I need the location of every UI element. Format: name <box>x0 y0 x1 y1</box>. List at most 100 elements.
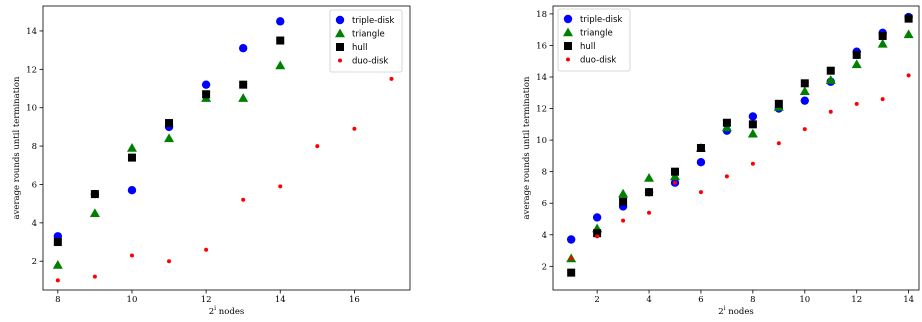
data-point-triangle <box>618 188 629 198</box>
x-tick-label: 12 <box>851 295 862 305</box>
data-point-duo-disk <box>569 256 574 261</box>
data-point-duo-disk <box>241 197 246 202</box>
data-point-triple-disk <box>127 186 137 195</box>
data-point-hull <box>696 144 705 152</box>
legend: triple-disk triangle hull duo-disk <box>557 8 631 72</box>
data-point-hull <box>567 268 576 277</box>
y-tick-label: 4 <box>32 219 37 229</box>
x-tick-label: 6 <box>698 295 703 305</box>
y-tick-label: 14 <box>536 73 547 83</box>
data-point-hull <box>90 190 99 199</box>
plot-area-frame <box>42 5 411 291</box>
x-tick-label: 16 <box>349 295 360 305</box>
x-axis-label: 2i nodes <box>718 305 753 317</box>
y-tick-label: 10 <box>26 104 37 114</box>
data-point-hull <box>748 120 757 129</box>
legend-label-triple-disk: triple-disk <box>580 15 622 25</box>
data-point-hull <box>878 31 887 40</box>
legend-label-duo-disk: duo-disk <box>580 56 616 66</box>
legend-marker-triangle <box>563 27 573 37</box>
left-scatter-chart: 8 10 12 14 16 2 4 6 8 10 12 14 2i nodes average round… <box>12 5 411 317</box>
data-point-duo-disk <box>906 73 911 78</box>
legend-label-duo-disk: duo-disk <box>352 57 388 67</box>
data-point-hull <box>826 66 835 75</box>
y-tick-label: 14 <box>26 27 37 37</box>
data-point-duo-disk <box>129 253 134 258</box>
data-point-duo-disk <box>776 141 781 146</box>
y-tick-label: 2 <box>542 262 547 272</box>
data-point-triple-disk <box>276 17 285 26</box>
data-point-duo-disk <box>802 127 807 132</box>
x-tick-label: 12 <box>201 295 212 305</box>
legend-label-triple-disk: triple-disk <box>352 16 394 26</box>
data-point-duo-disk <box>750 161 755 166</box>
legend-label-hull: hull <box>580 42 596 52</box>
data-point-triangle <box>238 93 249 102</box>
data-point-hull <box>800 79 809 88</box>
y-tick-label: 6 <box>32 180 37 190</box>
data-point-hull <box>239 80 248 89</box>
data-point-duo-disk <box>352 126 357 131</box>
data-point-duo-disk <box>389 76 394 81</box>
data-point-hull <box>202 90 211 99</box>
y-tick-label: 8 <box>32 142 37 152</box>
y-tick-label: 12 <box>536 105 547 115</box>
data-point-triple-disk <box>201 80 211 89</box>
data-point-duo-disk <box>647 210 652 215</box>
legend-marker-duo-disk <box>566 57 570 62</box>
series-duo-disk <box>569 73 911 261</box>
data-point-triple-disk <box>566 235 576 244</box>
data-point-duo-disk <box>204 247 209 252</box>
x-axis-label: 2i nodes <box>209 305 244 317</box>
data-point-duo-disk <box>167 259 172 264</box>
data-point-triangle <box>877 38 888 48</box>
x-tick-label: 8 <box>55 295 60 305</box>
series-hull <box>567 14 913 277</box>
y-tick-label: 12 <box>26 65 37 75</box>
data-point-triangle <box>164 133 175 143</box>
y-tick-label: 8 <box>542 168 547 178</box>
legend-marker-triangle <box>335 28 345 38</box>
data-point-triple-disk <box>238 44 248 53</box>
data-point-triangle <box>747 128 758 138</box>
data-point-hull <box>53 238 62 247</box>
data-point-hull <box>276 36 285 45</box>
data-point-duo-disk <box>880 97 885 102</box>
y-tick-label: 16 <box>536 41 547 51</box>
legend-marker-triple-disk <box>335 15 345 25</box>
data-point-triangle <box>825 75 836 84</box>
x-tick-label: 4 <box>646 295 651 305</box>
data-point-duo-disk <box>278 184 283 189</box>
legend-box <box>557 8 631 72</box>
data-point-duo-disk <box>828 109 833 114</box>
y-axis-label: average rounds until termination <box>12 76 22 219</box>
data-point-duo-disk <box>55 278 60 283</box>
data-point-triangle <box>851 59 862 69</box>
data-point-hull <box>593 229 602 238</box>
data-point-hull <box>671 167 679 176</box>
data-point-triple-disk <box>748 112 758 121</box>
series-duo-disk <box>55 76 394 283</box>
plot-area-frame <box>552 5 920 291</box>
data-point-hull <box>904 14 913 23</box>
y-tick-label: 10 <box>536 136 547 146</box>
data-point-duo-disk <box>92 274 97 279</box>
data-point-duo-disk <box>621 218 626 223</box>
data-point-hull <box>774 99 783 108</box>
y-axis-label: average rounds until termination <box>522 76 532 219</box>
series-triangle <box>52 60 286 269</box>
data-point-duo-disk <box>854 101 859 106</box>
legend-label-triangle: triangle <box>580 29 613 39</box>
y-tick-label: 6 <box>542 199 547 209</box>
data-point-duo-disk <box>673 180 677 185</box>
data-point-triangle <box>52 260 63 269</box>
legend-label-hull: hull <box>352 43 368 53</box>
series-triple-disk <box>53 17 285 241</box>
legend-box <box>329 9 403 73</box>
x-tick-label: 10 <box>127 295 138 305</box>
x-tick-label: 2 <box>594 295 599 305</box>
data-point-triangle <box>644 172 655 182</box>
data-point-duo-disk <box>724 174 729 179</box>
data-point-triangle <box>126 143 137 152</box>
data-point-hull <box>722 118 731 127</box>
